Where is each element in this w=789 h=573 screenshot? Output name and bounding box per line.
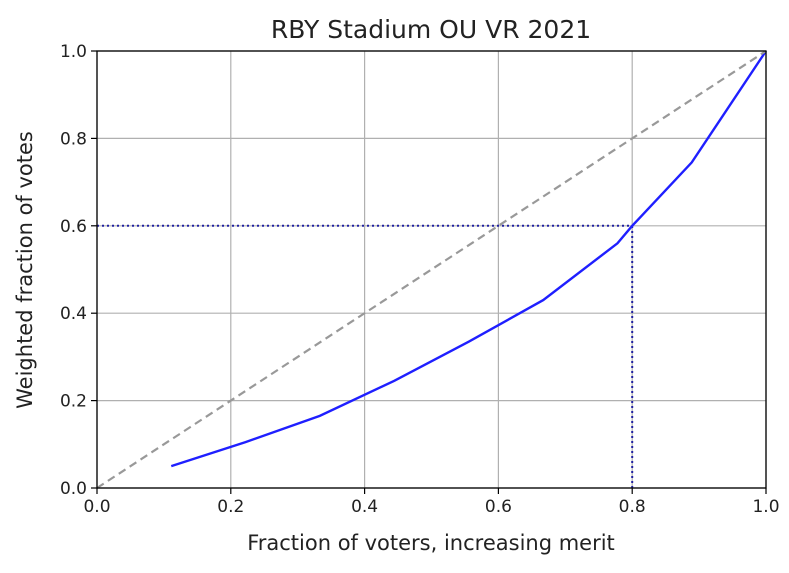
equality-diagonal-line (96, 50, 767, 489)
plot-frame (96, 50, 767, 489)
y-tick-label: 0.8 (60, 129, 87, 149)
chart-title: RBY Stadium OU VR 2021 (271, 15, 591, 44)
y-tick-label: 0.6 (60, 217, 87, 237)
x-tick-label: 0.6 (485, 497, 512, 517)
y-tick-label: 0.4 (60, 304, 87, 324)
x-tick-label: 0.2 (217, 497, 244, 517)
y-tick-label: 1.0 (60, 42, 87, 62)
x-axis-label: Fraction of voters, increasing merit (247, 531, 615, 555)
data-layer (96, 50, 767, 489)
y-axis-label: Weighted fraction of votes (13, 131, 37, 409)
lorenz-curve-line (170, 50, 767, 468)
x-tick-label: 0.8 (619, 497, 646, 517)
tick-layer: 0.0 0.2 0.4 0.6 0.8 1.0 0.0 0.2 0.4 0.6 0.8 1.0 (60, 42, 780, 517)
y-tick-label: 0.2 (60, 392, 87, 412)
x-tick-label: 0.0 (83, 497, 110, 517)
y-tick-label: 0.0 (60, 479, 87, 499)
x-tick-label: 0.4 (351, 497, 378, 517)
x-tick-label: 1.0 (752, 497, 779, 517)
